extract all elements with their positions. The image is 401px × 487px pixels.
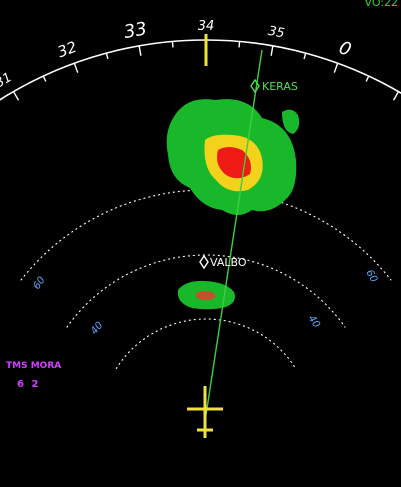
weather-cell-lower <box>177 280 235 310</box>
diamond-waypoint-icon <box>199 254 209 270</box>
compass-heading-label: 32 <box>55 38 79 61</box>
compass-tick <box>42 75 47 82</box>
range-label-left-inner: 40 <box>89 320 106 337</box>
compass-heading-label: 0 <box>336 37 354 61</box>
compass-tick <box>333 62 339 73</box>
compass-tick <box>238 41 241 48</box>
waypoint-keras: KERAS <box>250 78 298 94</box>
top-readout: VO:22 <box>364 0 399 9</box>
compass-heading-label: 33 <box>122 18 148 43</box>
compass-tick <box>105 52 109 60</box>
flight-track-line <box>205 49 263 416</box>
compass-tick <box>392 91 400 101</box>
compass-heading-label: 35 <box>267 24 286 42</box>
compass-ticks <box>12 40 400 101</box>
compass-heading-label: 34 <box>198 19 215 34</box>
weather-cell-upper <box>166 99 300 215</box>
waypoint-label-keras: KERAS <box>262 80 298 93</box>
aircraft-symbol-icon <box>187 386 223 438</box>
compass-tick <box>270 45 274 56</box>
range-ring-inner <box>115 318 297 370</box>
compass-tick <box>365 75 370 82</box>
waypoint-valbo: VALBO <box>199 254 247 270</box>
waypoint-label-valbo: VALBO <box>210 256 247 269</box>
tms-mora-label: TMS MORA <box>6 361 62 371</box>
range-label-right-outer: 60 <box>363 268 379 285</box>
compass-tick <box>138 45 142 56</box>
compass-heading-label: 31 <box>0 70 15 91</box>
range-label-left-outer: 60 <box>31 275 47 292</box>
compass-tick <box>171 41 174 48</box>
diamond-waypoint-icon <box>250 78 260 94</box>
compass-tick <box>303 52 307 60</box>
compass-tick <box>12 91 20 101</box>
compass-tick <box>73 62 79 73</box>
tms-mora-value: 6 2 <box>17 379 41 390</box>
range-label-right-inner: 40 <box>306 313 322 330</box>
